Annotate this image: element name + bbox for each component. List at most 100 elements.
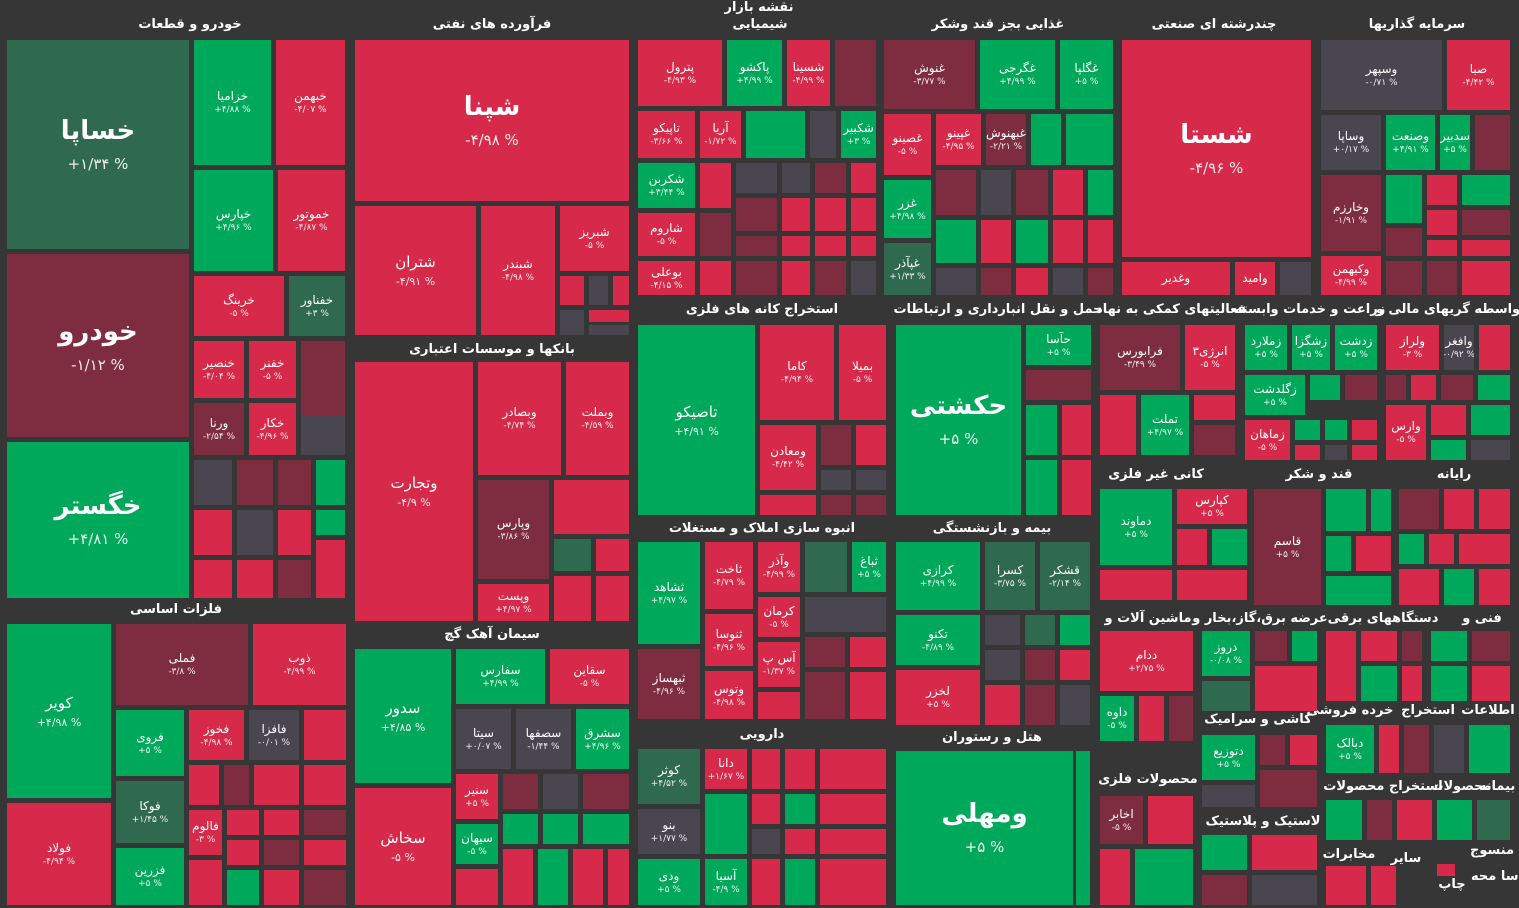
stock-tile-unlabeled[interactable]	[254, 765, 299, 805]
stock-tile[interactable]: صبا -۴/۴۲ %	[1447, 40, 1510, 110]
stock-tile-unlabeled[interactable]	[554, 576, 591, 621]
stock-tile[interactable]: فرابورس -۳/۴۹ %	[1100, 325, 1180, 390]
stock-tile-unlabeled[interactable]	[985, 650, 1020, 680]
stock-tile-unlabeled[interactable]	[194, 510, 232, 555]
stock-tile-unlabeled[interactable]	[1434, 725, 1464, 773]
stock-tile-unlabeled[interactable]	[560, 310, 584, 335]
stock-tile[interactable]: تملت +۴/۹۷ %	[1141, 395, 1189, 455]
stock-tile-unlabeled[interactable]	[1326, 536, 1351, 571]
stock-tile[interactable]: وپست +۴/۹۷ %	[478, 584, 549, 621]
stock-tile-unlabeled[interactable]	[1444, 489, 1474, 529]
stock-tile[interactable]: ثنوسا -۴/۹۶ %	[705, 614, 753, 666]
stock-tile[interactable]: خموتور -۴/۸۷ %	[278, 170, 345, 271]
stock-tile-unlabeled[interactable]	[1345, 375, 1377, 400]
stock-tile-unlabeled[interactable]	[278, 460, 311, 505]
stock-tile-unlabeled[interactable]	[1437, 864, 1455, 876]
stock-tile-unlabeled[interactable]	[1060, 615, 1090, 645]
stock-tile[interactable]: بنو +۱/۷۷ %	[638, 809, 700, 854]
stock-tile[interactable]: لخزر +۵ %	[896, 670, 980, 725]
stock-tile-unlabeled[interactable]	[821, 425, 851, 465]
stock-tile-unlabeled[interactable]	[538, 849, 568, 905]
stock-tile-unlabeled[interactable]	[700, 213, 731, 256]
stock-tile[interactable]: خودرو -۱/۱۲ %	[7, 254, 189, 437]
stock-tile-unlabeled[interactable]	[1088, 268, 1113, 295]
stock-tile-unlabeled[interactable]	[589, 276, 608, 305]
stock-tile[interactable]: دروز -۰/۰۸ %	[1202, 631, 1250, 676]
stock-tile-unlabeled[interactable]	[1471, 405, 1510, 435]
stock-tile-unlabeled[interactable]	[805, 637, 845, 667]
stock-tile-unlabeled[interactable]	[856, 495, 886, 515]
stock-tile-unlabeled[interactable]	[316, 460, 345, 505]
stock-tile-unlabeled[interactable]	[820, 794, 886, 824]
stock-tile-unlabeled[interactable]	[1431, 440, 1466, 460]
stock-tile-unlabeled[interactable]	[1060, 685, 1090, 725]
stock-tile-unlabeled[interactable]	[1352, 420, 1377, 440]
stock-tile-unlabeled[interactable]	[851, 198, 876, 231]
stock-tile-unlabeled[interactable]	[1295, 420, 1320, 440]
stock-tile-unlabeled[interactable]	[1025, 615, 1055, 645]
stock-tile[interactable]: فروی +۵ %	[116, 710, 184, 776]
stock-tile[interactable]: شستا -۴/۹۶ %	[1122, 40, 1311, 257]
stock-tile-unlabeled[interactable]	[608, 849, 629, 905]
stock-tile-unlabeled[interactable]	[1462, 210, 1510, 235]
stock-tile-unlabeled[interactable]	[1100, 570, 1172, 600]
stock-tile-unlabeled[interactable]	[1361, 631, 1397, 661]
stock-tile-unlabeled[interactable]	[543, 814, 578, 844]
stock-tile-unlabeled[interactable]	[1177, 570, 1247, 600]
stock-tile-unlabeled[interactable]	[700, 261, 731, 295]
stock-tile-unlabeled[interactable]	[981, 170, 1011, 215]
stock-tile-unlabeled[interactable]	[1295, 445, 1320, 460]
stock-tile-unlabeled[interactable]	[1202, 785, 1255, 807]
stock-tile[interactable]: ذوب -۴/۹۹ %	[253, 624, 346, 705]
stock-tile-unlabeled[interactable]	[736, 198, 777, 231]
stock-tile-unlabeled[interactable]	[1352, 445, 1377, 460]
stock-tile[interactable]: خپارس +۴/۹۶ %	[194, 170, 273, 271]
stock-tile[interactable]: انرژی۳ -۵ %	[1185, 325, 1235, 390]
stock-tile[interactable]: پترول -۴/۹۳ %	[638, 40, 722, 106]
stock-tile-unlabeled[interactable]	[1356, 536, 1391, 571]
stock-tile[interactable]: وبملت -۴/۵۹ %	[566, 362, 629, 475]
stock-tile-unlabeled[interactable]	[596, 576, 629, 621]
stock-tile[interactable]: سصفها -۱/۴۴ %	[516, 709, 571, 769]
stock-tile-unlabeled[interactable]	[746, 111, 805, 158]
stock-tile-unlabeled[interactable]	[815, 163, 846, 193]
stock-tile-unlabeled[interactable]	[543, 774, 578, 809]
stock-tile-unlabeled[interactable]	[736, 236, 777, 256]
stock-tile[interactable]: زماهان -۵ %	[1245, 420, 1290, 460]
stock-tile[interactable]: شسینا -۴/۹۹ %	[787, 40, 830, 106]
stock-tile-unlabeled[interactable]	[851, 236, 876, 256]
stock-tile-unlabeled[interactable]	[1437, 800, 1472, 840]
stock-tile-unlabeled[interactable]	[1194, 425, 1235, 455]
stock-tile-unlabeled[interactable]	[1053, 268, 1083, 295]
stock-tile-unlabeled[interactable]	[1427, 240, 1457, 256]
stock-tile[interactable]: ددام +۲/۷۵ %	[1100, 631, 1193, 691]
stock-tile-unlabeled[interactable]	[1212, 529, 1247, 565]
stock-tile[interactable]: فوکا +۱/۴۵ %	[116, 781, 184, 843]
stock-tile[interactable]: قاسم +۵ %	[1254, 489, 1321, 605]
stock-tile-unlabeled[interactable]	[1397, 800, 1432, 840]
stock-tile[interactable]: فملی -۳/۸ %	[116, 624, 248, 705]
stock-tile-unlabeled[interactable]	[1479, 489, 1510, 529]
stock-tile-unlabeled[interactable]	[736, 261, 777, 295]
stock-tile-unlabeled[interactable]	[301, 416, 345, 455]
stock-tile-unlabeled[interactable]	[851, 261, 876, 295]
stock-tile[interactable]: وتجارت -۴/۹ %	[355, 362, 473, 621]
stock-tile[interactable]: آسیا -۴/۹ %	[705, 859, 747, 905]
stock-tile[interactable]: شپنا -۴/۹۸ %	[355, 40, 629, 201]
stock-tile[interactable]: آریا -۱/۷۲ %	[700, 111, 741, 158]
stock-tile-unlabeled[interactable]	[1431, 631, 1467, 661]
stock-tile[interactable]: فالوم -۳ %	[189, 810, 222, 855]
stock-tile-unlabeled[interactable]	[583, 774, 629, 809]
stock-tile-unlabeled[interactable]	[1404, 725, 1429, 773]
stock-tile-unlabeled[interactable]	[1060, 650, 1090, 680]
stock-tile-unlabeled[interactable]	[1255, 666, 1317, 711]
stock-tile[interactable]: سدبیر +۵ %	[1440, 115, 1470, 170]
stock-tile-unlabeled[interactable]	[985, 615, 1020, 645]
stock-tile-unlabeled[interactable]	[936, 170, 976, 215]
stock-tile-unlabeled[interactable]	[1386, 375, 1406, 400]
stock-tile[interactable]: خفناور +۳ %	[289, 276, 345, 336]
stock-tile-unlabeled[interactable]	[785, 859, 815, 905]
stock-tile-unlabeled[interactable]	[1444, 569, 1474, 605]
stock-tile-unlabeled[interactable]	[1310, 375, 1340, 400]
stock-tile[interactable]: وساپا +۰/۱۷ %	[1321, 115, 1381, 170]
